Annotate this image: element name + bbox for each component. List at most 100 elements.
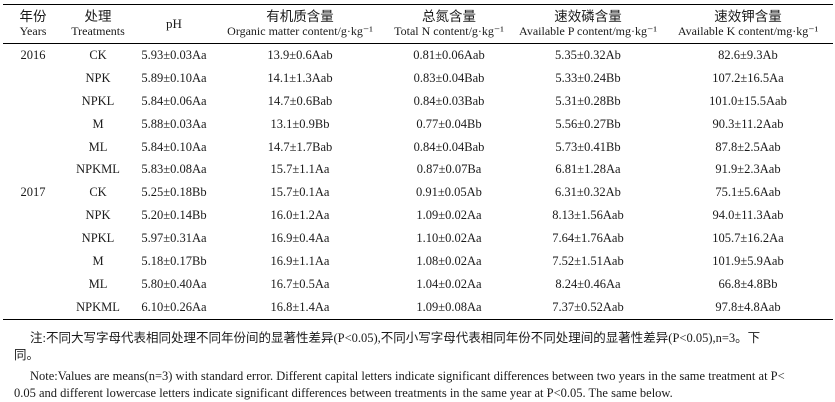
cell-available-p: 5.56±0.27Bb <box>555 116 621 131</box>
cell-treatment: M <box>92 253 104 268</box>
cell-treatment: NPK <box>85 70 111 85</box>
table-header: 年份 Years 处理 Treatments pH 有机质含量 Organic … <box>3 4 833 44</box>
cell-organic-matter: 15.7±1.1Aa <box>270 162 330 177</box>
table-row: NPKML 6.10±0.26Aa 16.8±1.4Aa 1.09±0.08Aa… <box>3 296 833 320</box>
cell-ph: 5.93±0.03Aa <box>141 47 207 62</box>
cell-available-k: 75.1±5.6Aab <box>715 185 781 200</box>
cell-available-k: 107.2±16.5Aa <box>712 70 784 85</box>
header-organic-matter-cn: 有机质含量 <box>266 9 334 24</box>
cell-treatment: ML <box>88 276 108 291</box>
header-available-p: 速效磷含量 Available P content/mg·kg⁻¹ <box>513 5 663 44</box>
cell-organic-matter: 16.7±0.5Aa <box>270 276 330 291</box>
table-row: 2016 CK 5.93±0.03Aa 13.9±0.6Aab 0.81±0.0… <box>3 44 833 67</box>
cell-organic-matter: 16.0±1.2Aa <box>270 208 330 223</box>
cell-total-n: 1.10±0.02Aa <box>416 231 482 246</box>
header-treatments-en: Treatments <box>71 24 125 38</box>
cell-organic-matter: 14.1±1.3Aab <box>267 70 333 85</box>
cell-year <box>3 250 63 273</box>
cell-available-p: 7.64±1.76Aab <box>552 231 624 246</box>
cell-year <box>3 204 63 227</box>
cell-available-k: 94.0±11.3Aab <box>712 208 784 223</box>
cell-ph: 5.25±0.18Bb <box>141 185 207 200</box>
cell-treatment: NPK <box>85 208 111 223</box>
cell-organic-matter: 14.7±0.6Bab <box>267 93 333 108</box>
cell-total-n: 0.81±0.06Aab <box>413 47 485 62</box>
table-notes: 注:不同大写字母代表相同处理不同年份间的显著性差异(P<0.05),不同小写字母… <box>14 330 830 402</box>
cell-available-p: 7.37±0.52Aab <box>552 299 624 314</box>
cell-available-k: 91.9±2.3Aab <box>715 162 781 177</box>
cell-total-n: 1.09±0.08Aa <box>416 299 482 314</box>
header-ph-label: pH <box>166 16 182 31</box>
note-chinese-line2: 同。 <box>14 348 40 362</box>
cell-available-p: 5.31±0.28Bb <box>555 93 621 108</box>
cell-ph: 5.89±0.10Aa <box>141 70 207 85</box>
cell-available-p: 8.24±0.46Aa <box>555 276 621 291</box>
cell-available-k: 87.8±2.5Aab <box>715 139 781 154</box>
header-available-p-cn: 速效磷含量 <box>554 9 622 24</box>
cell-organic-matter: 16.8±1.4Aa <box>270 299 330 314</box>
table-row: M 5.88±0.03Aa 13.1±0.9Bb 0.77±0.04Bb 5.5… <box>3 113 833 136</box>
cell-year: 2017 <box>20 185 46 200</box>
cell-organic-matter: 13.1±0.9Bb <box>270 116 330 131</box>
cell-treatment: NPKL <box>81 93 115 108</box>
cell-available-p: 6.31±0.32Ab <box>555 185 621 200</box>
cell-organic-matter: 15.7±0.1Aa <box>270 185 330 200</box>
header-total-n-cn: 总氮含量 <box>422 9 476 24</box>
table-body: 2016 CK 5.93±0.03Aa 13.9±0.6Aab 0.81±0.0… <box>3 44 833 320</box>
header-available-k: 速效钾含量 Available K content/mg·kg⁻¹ <box>663 5 833 44</box>
table-row: NPKL 5.84±0.06Aa 14.7±0.6Bab 0.84±0.03Ba… <box>3 90 833 113</box>
cell-treatment: NPKML <box>76 162 120 177</box>
table-row: NPKL 5.97±0.31Aa 16.9±0.4Aa 1.10±0.02Aa … <box>3 227 833 250</box>
cell-ph: 5.83±0.08Aa <box>141 162 207 177</box>
cell-organic-matter: 16.9±0.4Aa <box>270 231 330 246</box>
cell-available-p: 5.33±0.24Bb <box>555 70 621 85</box>
header-years-cn: 年份 <box>19 9 47 24</box>
header-available-k-en: Available K content/mg·kg⁻¹ <box>677 24 819 38</box>
cell-year <box>3 67 63 90</box>
cell-ph: 5.20±0.14Bb <box>141 208 207 223</box>
cell-available-k: 82.6±9.3Ab <box>718 47 778 62</box>
note-english-line2: 0.05 and different lowercase letters ind… <box>14 386 673 400</box>
cell-available-k: 66.8±4.8Bb <box>718 276 778 291</box>
cell-available-p: 8.13±1.56Aab <box>552 208 624 223</box>
cell-total-n: 1.08±0.02Aa <box>416 253 482 268</box>
header-years: 年份 Years <box>3 5 63 44</box>
cell-available-p: 7.52±1.51Aab <box>552 253 624 268</box>
cell-total-n: 0.91±0.05Ab <box>416 185 482 200</box>
cell-available-p: 5.73±0.41Bb <box>555 139 621 154</box>
table-row: ML 5.80±0.40Aa 16.7±0.5Aa 1.04±0.02Aa 8.… <box>3 273 833 296</box>
cell-available-k: 105.7±16.2Aa <box>712 231 784 246</box>
header-total-n-en: Total N content/g·kg⁻¹ <box>394 24 504 38</box>
note-english: Note:Values are means(n=3) with standard… <box>14 368 830 402</box>
cell-organic-matter: 13.9±0.6Aab <box>267 47 333 62</box>
table-row: 2017 CK 5.25±0.18Bb 15.7±0.1Aa 0.91±0.05… <box>3 181 833 204</box>
cell-ph: 6.10±0.26Aa <box>141 299 207 314</box>
cell-year <box>3 158 63 181</box>
cell-treatment: M <box>92 116 104 131</box>
cell-treatment: CK <box>89 185 107 200</box>
cell-organic-matter: 14.7±1.7Bab <box>267 139 333 154</box>
cell-ph: 5.84±0.06Aa <box>141 93 207 108</box>
cell-ph: 5.80±0.40Aa <box>141 276 207 291</box>
header-available-k-cn: 速效钾含量 <box>714 9 782 24</box>
table-row: M 5.18±0.17Bb 16.9±1.1Aa 1.08±0.02Aa 7.5… <box>3 250 833 273</box>
note-english-line1: Note:Values are means(n=3) with standard… <box>30 369 785 383</box>
cell-year <box>3 273 63 296</box>
header-ph: pH <box>133 5 215 44</box>
header-organic-matter-en: Organic matter content/g·kg⁻¹ <box>227 24 373 38</box>
cell-ph: 5.97±0.31Aa <box>141 231 207 246</box>
cell-year <box>3 90 63 113</box>
table-row: ML 5.84±0.10Aa 14.7±1.7Bab 0.84±0.04Bab … <box>3 136 833 159</box>
cell-available-k: 90.3±11.2Aab <box>712 116 784 131</box>
table-row: NPK 5.20±0.14Bb 16.0±1.2Aa 1.09±0.02Aa 8… <box>3 204 833 227</box>
cell-available-k: 97.8±4.8Aab <box>715 299 781 314</box>
cell-total-n: 1.04±0.02Aa <box>416 276 482 291</box>
cell-total-n: 1.09±0.02Aa <box>416 208 482 223</box>
table-row: NPKML 5.83±0.08Aa 15.7±1.1Aa 0.87±0.07Ba… <box>3 158 833 181</box>
cell-ph: 5.18±0.17Bb <box>141 253 207 268</box>
cell-year <box>3 113 63 136</box>
cell-organic-matter: 16.9±1.1Aa <box>270 253 330 268</box>
cell-ph: 5.88±0.03Aa <box>141 116 207 131</box>
cell-treatment: CK <box>89 47 107 62</box>
